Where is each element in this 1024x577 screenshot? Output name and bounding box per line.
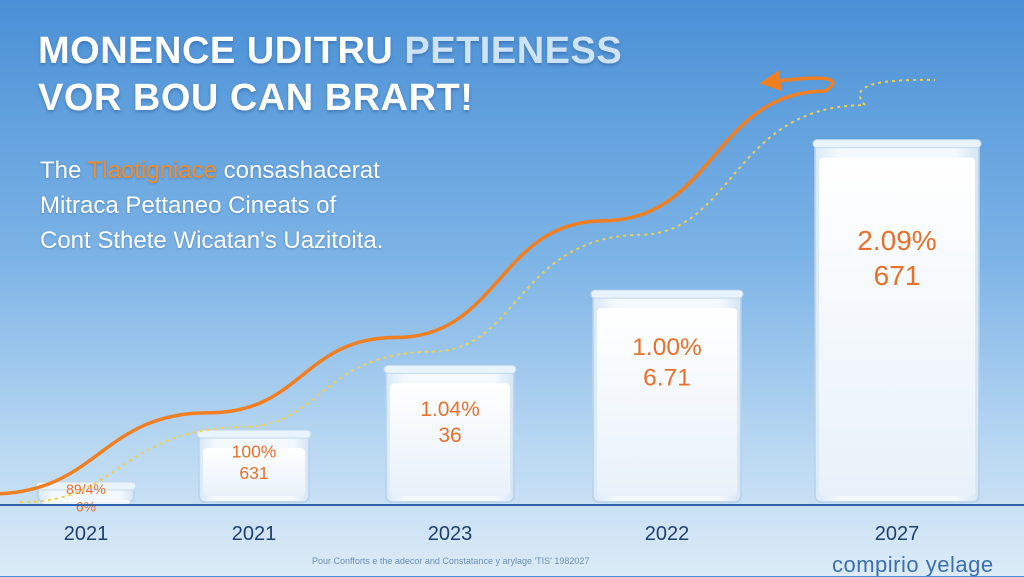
title-line1-b: PETIENESS <box>404 30 623 72</box>
bar-fill <box>819 157 975 496</box>
brand-logo-text: compirio yelage <box>832 552 994 577</box>
footnote: Pour Confforts e the adecor and Constata… <box>312 556 590 566</box>
bar-5 <box>812 139 982 503</box>
chart-subtitle: The Tlaotigniace consashacerat Mitraca P… <box>40 153 383 258</box>
data-labels-layer: 89/4%6% 100%631 1.04% 36 1.00% 6.71 2.09% 671 <box>66 225 937 515</box>
x-tick-label: 2027 <box>875 523 920 545</box>
x-tick-label: 2023 <box>428 523 473 545</box>
bar-fill <box>597 308 737 496</box>
bar-rim <box>590 289 744 299</box>
data-label-value: 100% <box>232 441 277 461</box>
data-label-sub: 36 <box>438 424 461 447</box>
data-label-sub: 6.71 <box>643 365 691 392</box>
subtitle-line1-a: The <box>40 157 88 184</box>
bar-rim <box>812 139 982 149</box>
data-label-sub: 6% <box>76 498 96 514</box>
bar-rim <box>196 429 312 439</box>
title-line1-a: MONENCE UDITRU <box>38 30 405 72</box>
chart-title: MONENCE UDITRU PETIENESS VOR BOU CAN BRA… <box>38 28 622 122</box>
trend-line-dotted <box>19 78 936 504</box>
bar-rim <box>35 481 137 491</box>
data-label-sub: 671 <box>874 260 921 291</box>
bar-4 <box>590 289 744 503</box>
x-tick-label: 2021 <box>232 523 277 545</box>
bar-rim <box>383 364 517 374</box>
data-label-value: 89/4% <box>66 481 106 497</box>
data-label-sub: 631 <box>239 463 268 483</box>
bar-fill <box>203 448 305 496</box>
x-tick-label: 2021 <box>64 523 109 545</box>
subtitle-line2: Mitraca Pettaneo Cineats of <box>40 192 337 219</box>
bar-fill <box>42 500 130 505</box>
title-line2: VOR BOU CAN BRART! <box>38 77 474 119</box>
bar-2 <box>196 429 312 503</box>
trend-line-arrow <box>0 70 835 496</box>
data-label-value: 1.00% <box>632 334 701 361</box>
x-tick-label: 2022 <box>645 523 690 545</box>
subtitle-line1-b: consashacerat <box>217 157 380 184</box>
trend-lines-layer <box>0 70 936 504</box>
bars-layer <box>35 139 982 505</box>
subtitle-accent: Tlaotigniace <box>87 157 218 184</box>
bar-fill <box>390 383 510 496</box>
bar-3 <box>383 364 517 503</box>
subtitle-line3: Cont Sthete Wicatan's Uazitoita. <box>40 227 384 254</box>
data-label-value: 1.04% <box>420 398 480 421</box>
x-axis-ticks: 2021 2021 2023 2022 2027 <box>64 523 920 545</box>
data-label-value: 2.09% <box>857 225 936 256</box>
